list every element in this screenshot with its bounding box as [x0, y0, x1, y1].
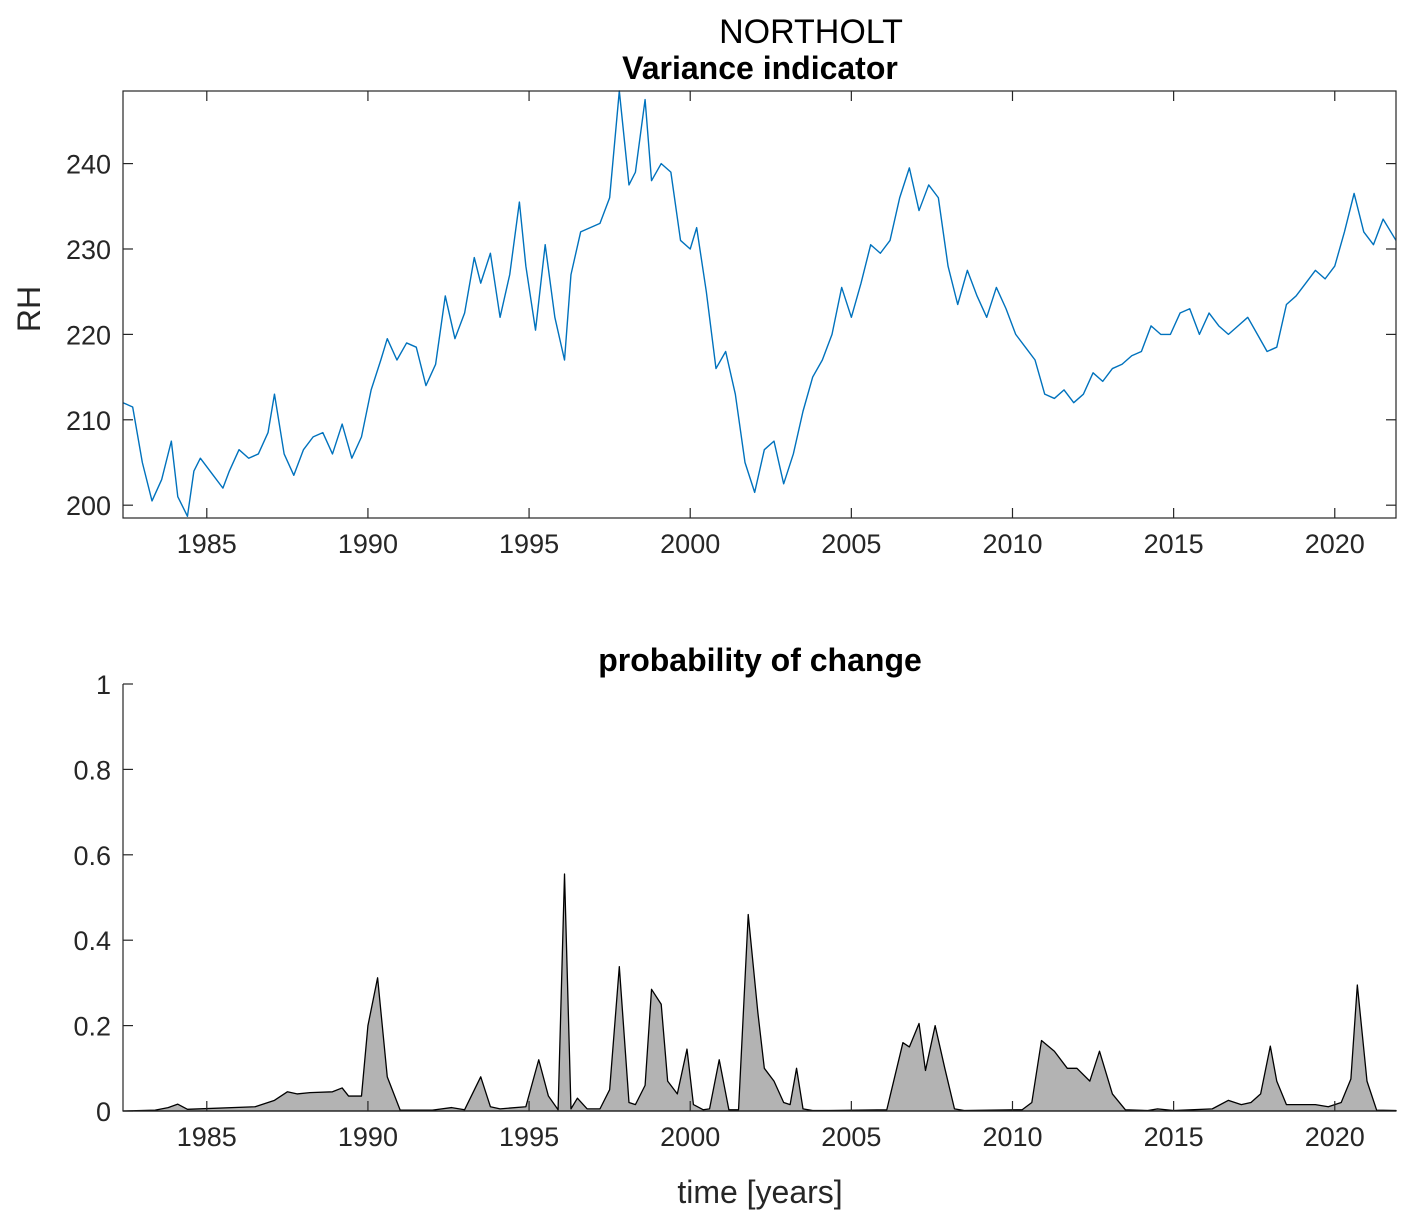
y-tick-label: 0.6 [73, 841, 111, 871]
x-tick-label: 2000 [660, 529, 720, 559]
variance-line-series [122, 90, 1397, 517]
y-tick-label: 0.4 [73, 926, 111, 956]
probability-area-series [122, 873, 1397, 1112]
x-tick-label: 2010 [982, 1122, 1042, 1152]
x-tick-label: 1985 [177, 1122, 237, 1152]
x-tick-label: 1990 [338, 1122, 398, 1152]
y-tick-label: 0.8 [73, 755, 111, 785]
x-tick-label: 2005 [821, 1122, 881, 1152]
variance-indicator-panel: Variance indicator RH 1985 1990 1995 2000 20… [11, 50, 1397, 559]
probability-x-axis-label: time [years] [677, 1174, 842, 1210]
x-tick-label: 1985 [177, 529, 237, 559]
variance-panel-title: Variance indicator [622, 50, 898, 86]
x-tick-label: 1990 [338, 529, 398, 559]
y-tick-label: 0 [96, 1097, 111, 1127]
variance-plot-area: 1985 1990 1995 2000 2005 2010 2015 2020 200 210 22… [66, 90, 1397, 559]
probability-plot-area: 1985 1990 1995 2000 2005 2010 2015 2020 0 0.2 0.4 0… [73, 670, 1397, 1152]
x-tick-label: 1995 [499, 1122, 559, 1152]
x-tick-label: 2020 [1305, 529, 1365, 559]
y-tick-label: 230 [66, 235, 111, 265]
x-tick-label: 2000 [660, 1122, 720, 1152]
y-tick-label: 0.2 [73, 1012, 111, 1042]
y-tick-label: 210 [66, 406, 111, 436]
x-tick-label: 2020 [1305, 1122, 1365, 1152]
probability-of-change-panel: probability of change time [years] 1985 1… [73, 642, 1397, 1210]
figure-title: NORTHOLT [719, 13, 903, 51]
y-tick-label: 220 [66, 320, 111, 350]
y-tick-label: 200 [66, 491, 111, 521]
y-tick-label: 240 [66, 150, 111, 180]
y-tick-label: 1 [96, 670, 111, 700]
probability-panel-title: probability of change [598, 642, 922, 678]
axes-box [122, 90, 1397, 519]
x-tick-label: 1995 [499, 529, 559, 559]
x-tick-label: 2010 [982, 529, 1042, 559]
variance-y-axis-label: RH [11, 286, 47, 332]
x-tick-label: 2015 [1144, 529, 1204, 559]
x-tick-label: 2005 [821, 529, 881, 559]
x-tick-label: 2015 [1144, 1122, 1204, 1152]
